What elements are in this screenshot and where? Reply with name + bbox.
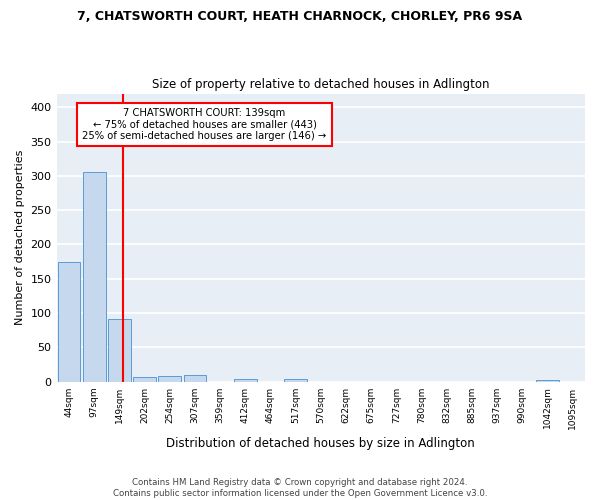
- Bar: [536, 380, 559, 382]
- Bar: [184, 375, 206, 382]
- Bar: [108, 318, 131, 382]
- Title: Size of property relative to detached houses in Adlington: Size of property relative to detached ho…: [152, 78, 490, 91]
- Y-axis label: Number of detached properties: Number of detached properties: [15, 150, 25, 326]
- Bar: [234, 379, 257, 382]
- Bar: [58, 262, 80, 382]
- Bar: [284, 379, 307, 382]
- Text: 7 CHATSWORTH COURT: 139sqm
← 75% of detached houses are smaller (443)
25% of sem: 7 CHATSWORTH COURT: 139sqm ← 75% of deta…: [82, 108, 326, 141]
- X-axis label: Distribution of detached houses by size in Adlington: Distribution of detached houses by size …: [166, 437, 475, 450]
- Bar: [158, 376, 181, 382]
- Bar: [83, 172, 106, 382]
- Text: Contains HM Land Registry data © Crown copyright and database right 2024.
Contai: Contains HM Land Registry data © Crown c…: [113, 478, 487, 498]
- Bar: [133, 377, 156, 382]
- Text: 7, CHATSWORTH COURT, HEATH CHARNOCK, CHORLEY, PR6 9SA: 7, CHATSWORTH COURT, HEATH CHARNOCK, CHO…: [77, 10, 523, 23]
